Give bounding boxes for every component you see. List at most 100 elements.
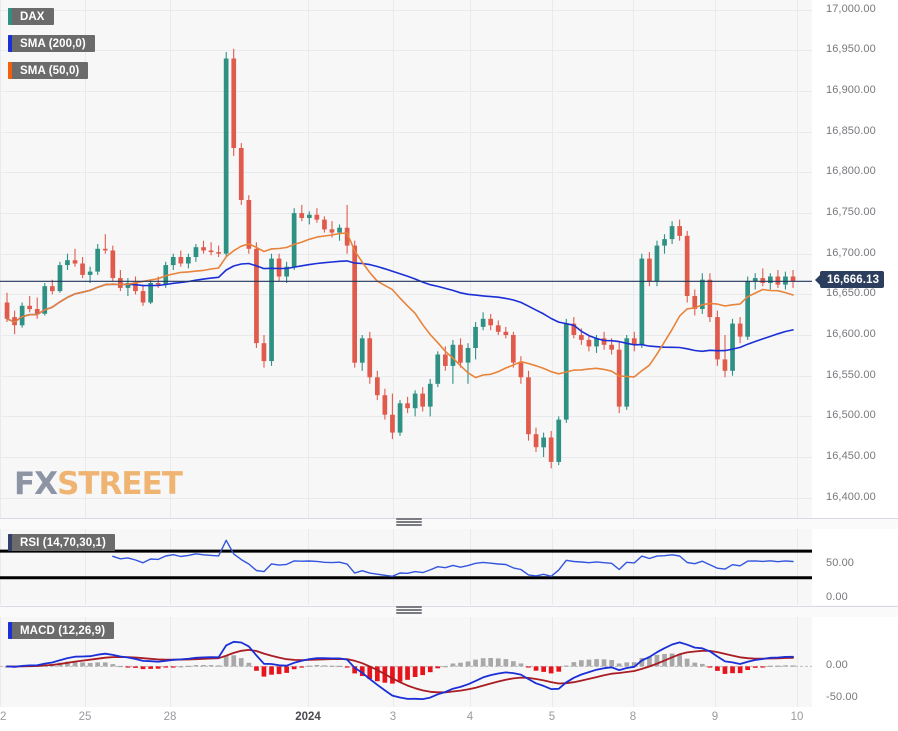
- gridline-vertical: [308, 617, 309, 707]
- price-axis-label: 17,000.00: [826, 2, 876, 15]
- panel-separator-rsi: [0, 518, 898, 519]
- rsi-axis-label: 50.00: [826, 557, 855, 570]
- legend-item-sma200[interactable]: SMA (200,0): [8, 35, 95, 52]
- gridline-vertical: [0, 529, 1, 605]
- macd-panel[interactable]: [0, 617, 812, 707]
- gridline-vertical: [0, 0, 1, 518]
- price-axis-label: 16,550.00: [826, 368, 876, 381]
- gridline-vertical: [85, 0, 86, 518]
- legend-label-sma200: SMA (200,0): [20, 37, 86, 50]
- gridline-horizontal: [0, 213, 812, 215]
- gridline-vertical: [633, 529, 634, 605]
- legend-item-dax[interactable]: DAX: [8, 8, 54, 25]
- legend-swatch-sma200: [8, 35, 12, 52]
- price-axis-label: 16,700.00: [826, 246, 876, 259]
- gridline-vertical: [552, 529, 553, 605]
- gridline-vertical: [552, 617, 553, 707]
- rsi-panel[interactable]: [0, 529, 812, 605]
- gridline-horizontal: [0, 91, 812, 93]
- macd-axis[interactable]: 0.00 -50.00: [812, 617, 898, 707]
- gridline-horizontal: [0, 294, 812, 296]
- legend-label-macd: MACD (12,26,9): [20, 624, 106, 637]
- fxstreet-watermark: FXSTREET: [14, 466, 183, 502]
- legend-label-sma50: SMA (50,0): [20, 64, 80, 77]
- price-axis-label: 16,800.00: [826, 165, 876, 178]
- gridline-vertical: [170, 0, 171, 518]
- time-axis-label: 5: [548, 711, 556, 723]
- price-chart-panel[interactable]: [0, 0, 812, 518]
- time-axis-label: 9: [711, 711, 719, 723]
- panel-separator-macd: [0, 606, 898, 607]
- legend-item-macd[interactable]: MACD (12,26,9): [8, 622, 115, 639]
- legend-swatch-sma50: [8, 62, 12, 79]
- gridline-horizontal: [0, 457, 812, 458]
- price-axis-label: 16,750.00: [826, 206, 876, 219]
- watermark-suffix: STREET: [57, 466, 183, 502]
- macd-axis-label: 0.00: [826, 659, 848, 672]
- price-axis-label: 16,950.00: [826, 43, 876, 56]
- gridline-vertical: [797, 0, 798, 518]
- legend-item-sma50[interactable]: SMA (50,0): [8, 62, 89, 79]
- gridline-horizontal: [0, 131, 812, 133]
- gridline-vertical: [715, 617, 716, 707]
- gridline-horizontal: [0, 172, 812, 174]
- gridline-horizontal: [0, 416, 812, 418]
- gridline-vertical: [0, 617, 1, 707]
- legend-label-rsi: RSI (14,70,30,1): [20, 536, 106, 549]
- rsi-axis[interactable]: 50.00 0.00: [812, 529, 898, 605]
- gridline-horizontal: [0, 9, 812, 11]
- price-axis-label: 16,850.00: [826, 124, 876, 137]
- gridline-vertical: [308, 0, 309, 518]
- gridline-vertical: [552, 0, 553, 518]
- price-axis-label: 16,900.00: [826, 84, 876, 97]
- gridline-vertical: [633, 617, 634, 707]
- time-axis-label: 10: [790, 711, 804, 723]
- gridline-vertical: [633, 0, 634, 518]
- gridline-vertical: [170, 529, 171, 605]
- macd-axis-label: -50.00: [826, 690, 858, 703]
- time-axis-label: 22: [0, 711, 7, 723]
- time-axis[interactable]: 22 25 28 2024 3 4 5 8 9 10: [0, 707, 898, 731]
- gridline-vertical: [170, 617, 171, 707]
- gridline-horizontal: [0, 375, 812, 377]
- price-axis-label: 16,500.00: [826, 409, 876, 422]
- rsi-axis-label: 0.00: [826, 590, 848, 603]
- gridline-horizontal: [0, 335, 812, 336]
- gridline-vertical: [85, 617, 86, 707]
- price-axis-label: 16,600.00: [826, 328, 876, 340]
- price-axis-label: 16,400.00: [826, 490, 876, 503]
- gridline-vertical: [470, 617, 471, 707]
- price-axis-label: 16,650.00: [826, 287, 876, 300]
- gridline-horizontal: [0, 50, 812, 52]
- time-axis-label: 4: [466, 711, 474, 723]
- legend-swatch-dax: [8, 8, 12, 25]
- time-axis-label: 2024: [295, 711, 321, 723]
- gridline-vertical: [715, 0, 716, 518]
- last-price-badge: 16,666.13: [814, 271, 885, 288]
- gridline-vertical: [797, 617, 798, 707]
- gridline-vertical: [393, 529, 394, 605]
- gridline-vertical: [797, 529, 798, 605]
- gridline-horizontal: [0, 497, 812, 499]
- time-axis-label: 28: [163, 711, 177, 723]
- legend-item-rsi[interactable]: RSI (14,70,30,1): [8, 534, 115, 551]
- price-axis-label: 16,450.00: [826, 450, 876, 462]
- legend-label-dax: DAX: [20, 10, 45, 23]
- watermark-prefix: FX: [14, 466, 58, 502]
- time-axis-label: 3: [389, 711, 397, 723]
- time-axis-label: 8: [629, 711, 637, 723]
- legend-swatch-macd: [8, 622, 12, 639]
- gridline-horizontal: [0, 253, 812, 255]
- gridline-vertical: [393, 617, 394, 707]
- panel-resize-handle-rsi[interactable]: [396, 518, 422, 526]
- time-axis-label: 25: [78, 711, 92, 723]
- gridline-vertical: [393, 0, 394, 518]
- legend-swatch-rsi: [8, 534, 12, 551]
- gridline-vertical: [85, 529, 86, 605]
- gridline-vertical: [308, 529, 309, 605]
- price-axis[interactable]: 17,000.00 16,950.00 16,900.00 16,850.00 16,8…: [812, 0, 898, 518]
- panel-resize-handle-macd[interactable]: [396, 606, 422, 614]
- gridline-vertical: [470, 0, 471, 518]
- gridline-vertical: [470, 529, 471, 605]
